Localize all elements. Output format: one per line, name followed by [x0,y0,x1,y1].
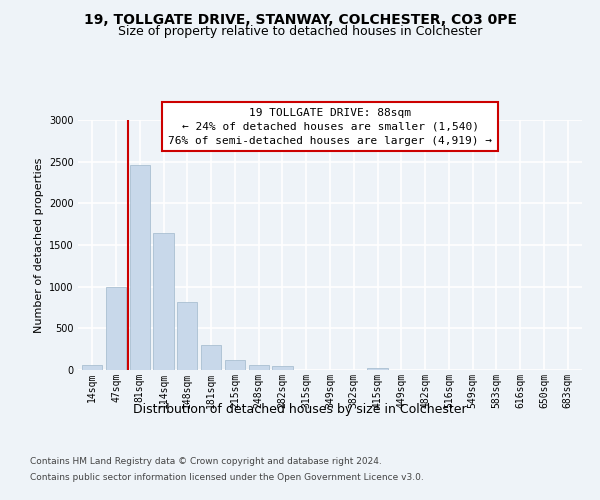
Text: Distribution of detached houses by size in Colchester: Distribution of detached houses by size … [133,402,467,415]
Bar [177,302,197,370]
Bar [201,344,221,370]
Bar [154,232,173,370]
Text: Contains HM Land Registry data © Crown copyright and database right 2024.: Contains HM Land Registry data © Crown c… [30,458,382,466]
Text: 19 TOLLGATE DRIVE: 88sqm
← 24% of detached houses are smaller (1,540)
76% of sem: 19 TOLLGATE DRIVE: 88sqm ← 24% of detach… [168,108,492,146]
Bar [225,360,245,370]
Text: 19, TOLLGATE DRIVE, STANWAY, COLCHESTER, CO3 0PE: 19, TOLLGATE DRIVE, STANWAY, COLCHESTER,… [83,12,517,26]
Bar [248,366,269,370]
Text: Contains public sector information licensed under the Open Government Licence v3: Contains public sector information licen… [30,472,424,482]
Bar [82,365,103,370]
Bar [106,286,126,370]
Bar [130,165,150,370]
Text: Size of property relative to detached houses in Colchester: Size of property relative to detached ho… [118,25,482,38]
Bar [272,366,293,370]
Y-axis label: Number of detached properties: Number of detached properties [34,158,44,332]
Bar [367,368,388,370]
